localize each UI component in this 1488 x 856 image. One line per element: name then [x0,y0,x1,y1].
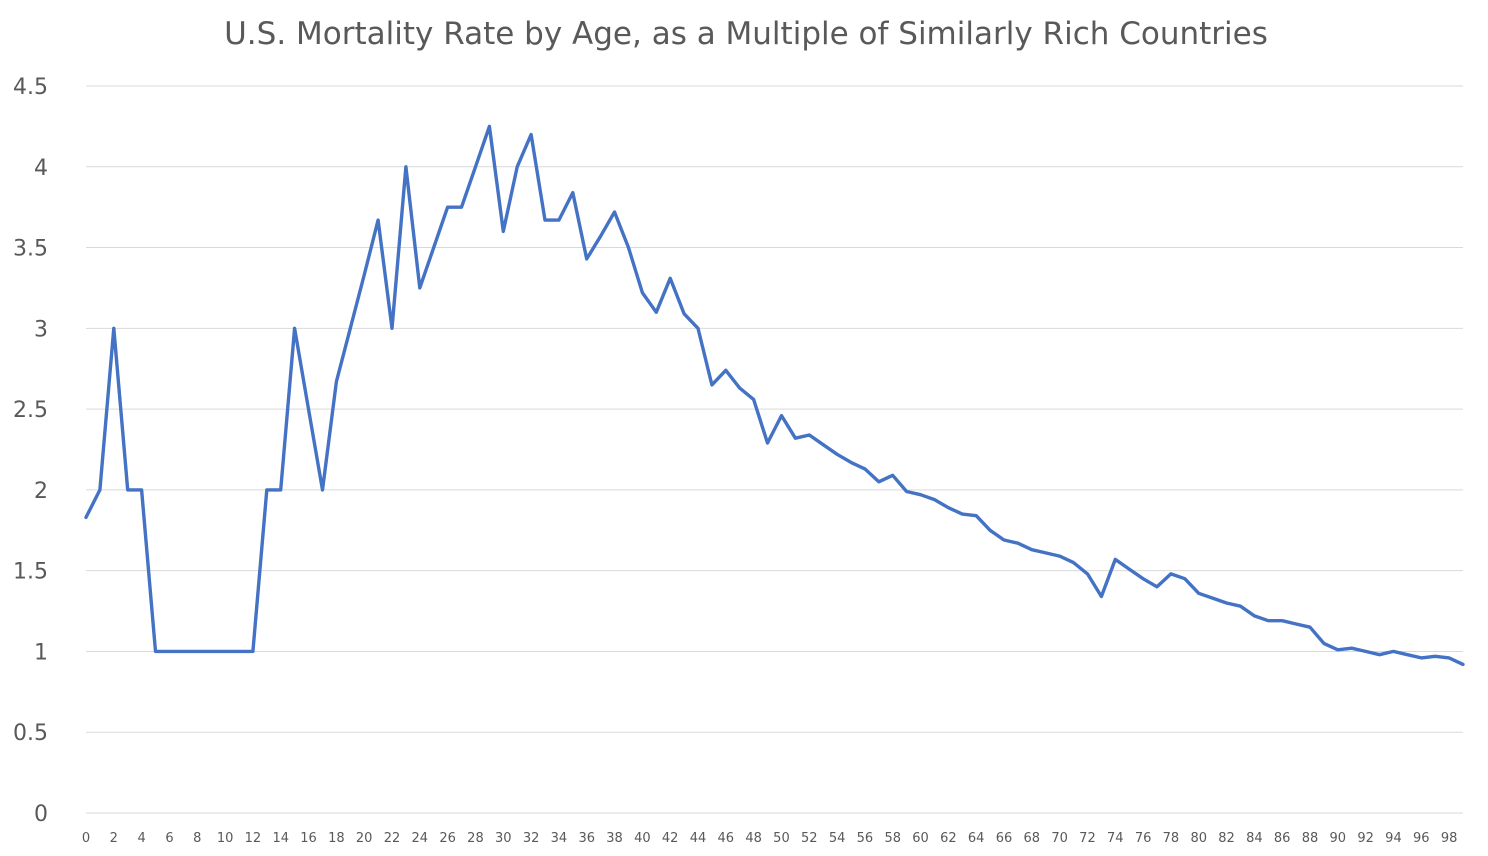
x-tick-label: 14 [272,831,289,846]
chart-title: U.S. Mortality Rate by Age, as a Multipl… [224,16,1268,52]
gridlines [86,85,1463,814]
x-tick-label: 68 [1024,831,1041,846]
x-tick-label: 96 [1413,831,1430,846]
x-tick-label: 34 [551,831,568,846]
y-tick-label: 2.5 [13,398,48,423]
x-tick-label: 2 [110,831,118,846]
x-tick-label: 98 [1441,831,1458,846]
x-tick-label: 38 [606,831,623,846]
y-tick-label: 3 [34,317,48,342]
x-tick-label: 40 [634,831,651,846]
x-tick-label: 18 [328,831,345,846]
x-tick-label: 92 [1357,831,1374,846]
x-tick-label: 48 [745,831,762,846]
x-tick-label: 64 [968,831,985,846]
x-tick-label: 36 [578,831,595,846]
x-tick-label: 28 [467,831,484,846]
y-tick-label: 4.5 [13,75,48,100]
x-tick-label: 54 [829,831,846,846]
x-tick-label: 56 [857,831,874,846]
x-tick-label: 74 [1107,831,1124,846]
y-tick-label: 0 [34,802,48,827]
x-tick-label: 46 [718,831,735,846]
x-tick-label: 12 [245,831,262,846]
x-tick-label: 22 [384,831,401,846]
x-tick-label: 58 [884,831,901,846]
series-line-0 [84,124,1465,667]
y-tick-label: 4 [34,156,48,181]
y-tick-label: 2 [34,479,48,504]
y-tick-label: 1 [34,640,48,665]
x-axis-tick-labels: 0 2 4 6 8 10 12 14 16 18 20 22 24 26 28 30 32 34 36 38 40 42 4… [82,831,1458,846]
x-tick-label: 82 [1218,831,1235,846]
x-tick-label: 26 [439,831,456,846]
x-tick-label: 0 [82,831,90,846]
x-tick-label: 24 [412,831,429,846]
x-tick-label: 66 [996,831,1013,846]
x-tick-label: 84 [1246,831,1263,846]
x-tick-label: 10 [217,831,234,846]
x-tick-label: 90 [1330,831,1347,846]
y-tick-label: 1.5 [13,560,48,585]
x-tick-label: 20 [356,831,373,846]
x-tick-label: 32 [523,831,540,846]
x-tick-label: 88 [1302,831,1319,846]
x-tick-label: 30 [495,831,512,846]
x-tick-label: 78 [1163,831,1180,846]
x-tick-label: 44 [690,831,707,846]
series-layer [84,124,1465,667]
x-tick-label: 80 [1190,831,1207,846]
x-tick-label: 86 [1274,831,1291,846]
y-tick-label: 3.5 [13,237,48,262]
x-tick-label: 94 [1385,831,1402,846]
x-tick-label: 52 [801,831,818,846]
x-tick-label: 72 [1079,831,1096,846]
x-tick-label: 6 [165,831,173,846]
x-tick-label: 42 [662,831,679,846]
x-tick-label: 4 [137,831,145,846]
y-tick-label: 0.5 [13,721,48,746]
x-tick-label: 70 [1051,831,1068,846]
x-tick-label: 16 [300,831,317,846]
x-tick-label: 60 [912,831,929,846]
x-tick-label: 50 [773,831,790,846]
y-axis-tick-labels: 0 0.5 1 1.5 2 2.5 3 3.5 4 4.5 [13,75,48,827]
x-tick-label: 76 [1135,831,1152,846]
x-tick-label: 8 [193,831,201,846]
x-tick-label: 62 [940,831,957,846]
